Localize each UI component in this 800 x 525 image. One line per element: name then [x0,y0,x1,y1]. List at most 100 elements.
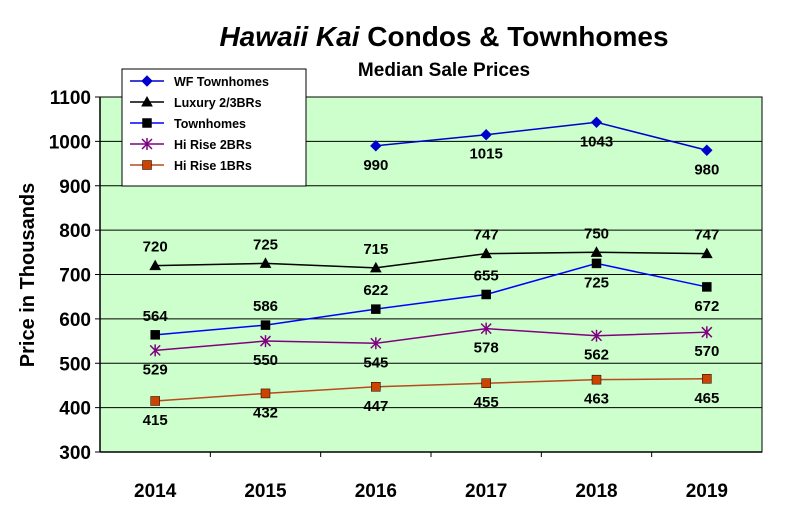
data-label: 990 [363,157,388,174]
chart-title-italic: Hawaii Kai [219,21,360,52]
chart-subtitle: Median Sale Prices [358,60,530,81]
series-1: 720 725 715 747 750 747 [143,225,719,273]
x-tick-label: 2014 [134,481,177,502]
data-point [702,282,712,292]
y-tick-label: 1000 [49,132,91,153]
data-label: 455 [474,394,499,411]
data-point [481,378,491,388]
data-point [702,374,712,384]
data-label: 622 [363,282,388,299]
plot-area: 300 400 500 600 700 800 900 1000 1100 2014 2015 201… [49,88,763,502]
data-label: 545 [363,354,388,371]
data-label: 1015 [469,146,502,163]
data-point [590,116,603,129]
chart-title-rest: Condos & Townhomes [360,21,669,52]
data-point [701,144,713,156]
x-tick-label: 2019 [686,481,728,502]
legend-label: WF Townhomes [174,75,269,89]
data-label: 463 [584,391,609,408]
series-line [155,378,707,402]
data-label: 720 [143,239,168,256]
data-point [260,388,271,399]
data-point [590,246,603,257]
data-point [150,330,160,340]
data-label: 415 [143,412,168,429]
legend-marker [141,75,153,87]
data-label: 747 [474,227,499,244]
data-point [591,374,602,385]
data-label: 586 [253,298,278,315]
data-point [149,259,162,271]
data-point [480,129,492,141]
x-tick-label: 2018 [575,481,617,502]
series-line [155,262,707,336]
y-tick-label: 800 [59,221,91,242]
data-point [480,247,493,259]
chart-title: Hawaii Kai Condos & Townhomes [219,21,668,52]
data-point [371,382,381,392]
y-tick-label: 900 [59,177,91,198]
data-point [150,396,160,406]
data-label: 715 [363,241,388,258]
series-0: 990 1015 1043 980 [363,116,719,178]
legend: WF Townhomes Luxury 2/3BRs Townhomes Hi Ris… [121,68,307,187]
data-point [371,304,381,314]
data-label: 672 [694,298,719,315]
y-axis-label: Price in Thousands [17,183,39,367]
legend-label: Townhomes [174,117,246,131]
legend-label: Hi Rise 2BRs [174,138,252,152]
data-label: 578 [474,340,499,357]
data-point [591,258,602,269]
y-tick-label: 700 [59,266,91,287]
data-point [700,247,713,259]
data-label: 747 [694,227,719,244]
legend-marker [141,95,153,107]
data-point [370,140,382,152]
x-tick-label: 2016 [355,481,397,502]
y-tick-label: 400 [59,399,91,420]
data-label: 529 [143,361,168,378]
legend-box [121,68,307,187]
data-label: 980 [694,161,719,178]
data-point [701,326,713,339]
data-point [480,322,492,335]
data-point [590,329,603,342]
y-tick-label: 1100 [50,88,91,109]
legend-marker [142,118,152,128]
data-point [369,261,382,273]
legend-marker [141,138,153,150]
y-tick-label: 500 [59,354,91,375]
series-3: 529 550 545 578 562 570 [143,322,719,378]
series-4: 415 432 447 455 463 465 [143,374,719,429]
data-label: 465 [694,390,719,407]
data-label: 550 [253,352,278,369]
data-point [260,320,271,330]
data-label: 1043 [580,133,613,150]
legend-label: Hi Rise 1BRs [174,159,252,173]
data-label: 725 [584,274,609,291]
data-point [149,344,161,357]
data-point [370,337,382,350]
data-point [481,289,491,300]
data-label: 447 [363,398,388,415]
series-line [155,327,707,352]
y-tick-label: 300 [59,443,91,464]
series-line [375,121,708,151]
data-label: 562 [584,347,609,364]
series-2: 564 586 622 655 725 672 [143,258,719,340]
y-tick-label: 600 [59,310,91,331]
legend-label: Luxury 2/3BRs [174,96,262,110]
data-label: 570 [694,343,719,360]
data-label: 564 [143,308,169,325]
data-label: 432 [253,404,278,421]
legend-marker [142,160,152,170]
data-label: 725 [253,236,278,253]
data-label: 655 [474,267,499,284]
data-label: 750 [584,225,609,242]
x-tick-label: 2017 [465,481,507,502]
series-line [155,251,707,269]
x-tick-label: 2015 [244,481,287,502]
data-point [259,257,272,268]
data-point [259,335,272,348]
